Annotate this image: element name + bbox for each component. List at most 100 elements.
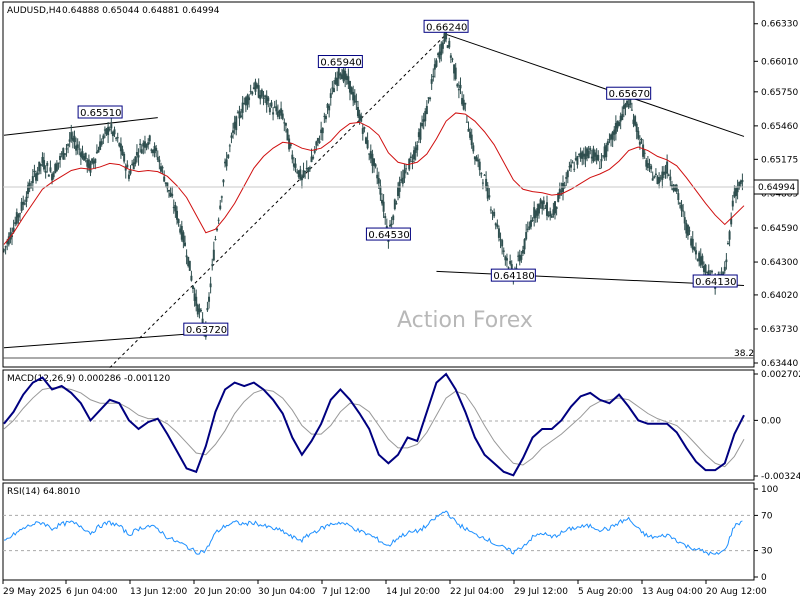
candle-body [276,111,279,117]
candle-body [91,158,94,164]
candle-body [429,97,432,100]
macd-signal-line [3,387,745,468]
candle-body [294,163,297,168]
time-tick-label: 20 Jun 20:00 [194,587,251,597]
candle-body [286,129,289,141]
candle-body [650,165,653,170]
candle-body [174,205,177,212]
candle-body [448,40,451,48]
candle-body [148,135,151,142]
price-tick-label: 0.66010 [761,57,798,67]
candle-body [517,255,520,257]
candle-body [105,128,108,135]
price-label: 0.64130 [695,277,736,288]
candle-body [485,178,488,189]
candle-body [688,230,691,232]
candle-body [651,178,654,181]
candle-body [592,148,595,162]
candle-body [646,163,649,169]
candle-body [734,188,737,196]
candle-body [254,81,257,92]
candle-body [558,189,561,196]
candle-body [611,131,614,140]
candle-body [406,173,409,175]
candle-body [680,204,683,211]
candle-body [457,89,460,91]
price-label-box [365,227,411,241]
candle-body [41,157,44,163]
candle-body [542,200,545,204]
candle-body [201,318,204,325]
candle-body [658,177,661,184]
candle-body [97,149,100,153]
candle-body [235,116,238,131]
candle-body [536,208,539,216]
candle-body [284,122,287,126]
candle-body [110,124,113,129]
candle-body [143,141,146,148]
candle-body [337,67,340,79]
candle-body [565,177,568,179]
candle-body [79,152,82,157]
candle-body [55,163,58,172]
candle-body [606,141,609,146]
candle-body [155,147,158,152]
candle-body [123,153,126,162]
candle-body [539,199,542,204]
candle-body [630,109,633,111]
candle-body [440,43,443,56]
candle-body [736,187,739,193]
candle-body [342,69,345,82]
rsi-panel: RSI(14) 64.8010 100 70 30 0 [2,482,778,583]
candle-body [443,33,446,42]
time-tick-label: 13 Aug 04:00 [642,587,703,597]
candle-body [579,152,582,159]
candle-body [493,211,496,217]
candle-body [557,192,560,202]
candle-body [7,236,10,245]
last-price-box [753,179,799,195]
candle-body [257,85,260,98]
candle-body [219,205,222,209]
candle-body [100,141,103,145]
candle-body [470,134,473,146]
time-tick-label: 20 Aug 12:00 [706,587,767,597]
candle-body [320,129,323,134]
candle-body [62,148,65,160]
candle-body [51,174,54,181]
candle-body [281,113,284,119]
price-label-box [317,55,363,69]
candle-body [108,129,111,131]
candle-body [691,238,694,250]
candle-body [666,161,669,174]
candle-body [57,162,60,164]
candle-body [451,58,454,60]
candle-body [411,160,414,162]
candle-body [584,153,587,160]
candle-body [175,210,178,220]
candle-body [664,171,667,174]
candle-body [358,114,361,121]
candle-body [578,153,581,155]
candle-body [200,310,203,312]
candle-body [416,144,419,151]
ohlc-label: 0.64888 0.65044 0.64881 0.64994 [62,6,220,16]
candle-body [166,182,169,189]
price-label: 0.64180 [493,271,534,282]
candle-body [552,209,555,215]
candle-body [49,167,52,172]
candle-body [103,129,106,131]
candle-body [70,132,73,140]
candle-body [307,167,310,173]
candle-body [228,145,231,147]
candle-body [262,97,265,99]
candle-body [576,156,579,165]
candle-body [25,196,28,202]
candle-body [76,144,79,149]
candle-body [726,242,729,244]
candle-body [518,254,521,262]
candle-body [15,212,18,224]
candle-body [699,256,702,266]
candle-body [185,255,188,258]
